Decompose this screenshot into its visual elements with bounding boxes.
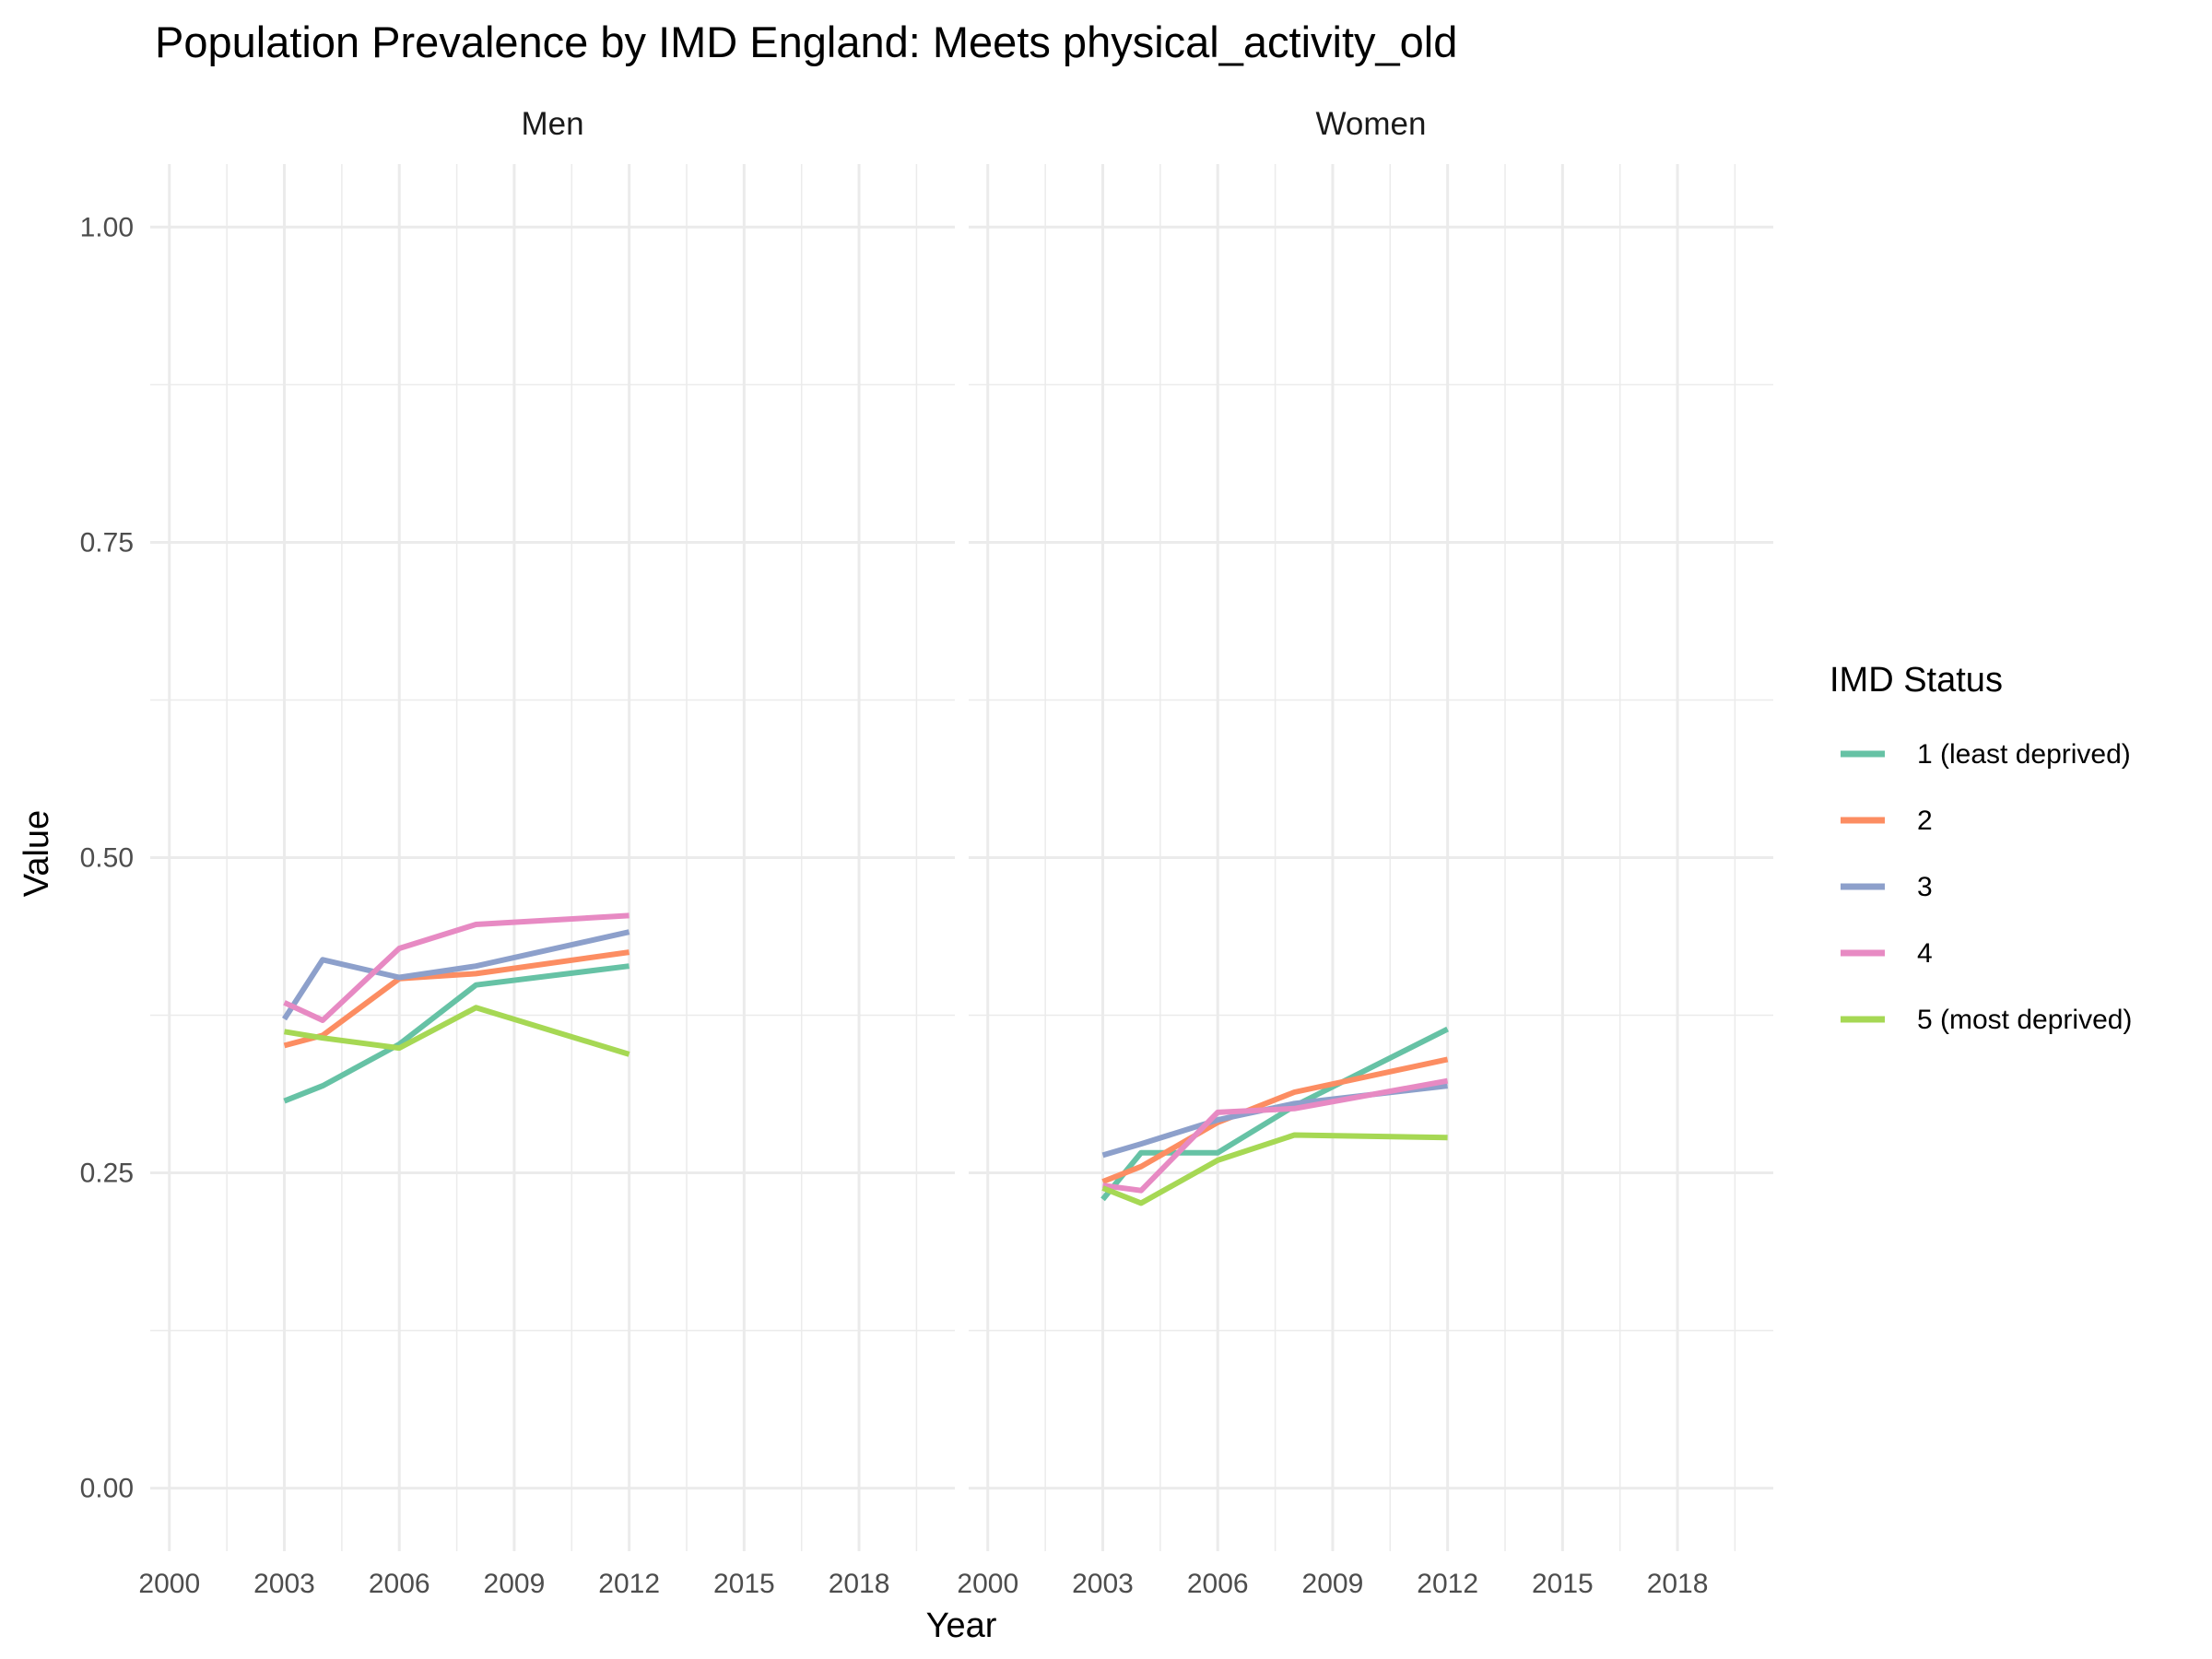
x-tick-label: 2015 <box>713 1569 775 1599</box>
legend: IMD Status 1 (least deprived) 2 3 4 5 (most … <box>1830 661 2132 1035</box>
legend-title: IMD Status <box>1830 661 2003 700</box>
panel-men: Men 2000 2003 2006 2009 2012 2015 2018 <box>138 106 955 1599</box>
y-tick-label: 0.75 <box>80 527 134 558</box>
legend-label-4: 4 <box>1917 938 1933 969</box>
y-tick-label: 0.00 <box>80 1474 134 1504</box>
legend-label-2: 2 <box>1917 806 1933 836</box>
chart-title: Population Prevalence by IMD England: Me… <box>155 18 1457 66</box>
x-tick-label: 2018 <box>1647 1569 1709 1599</box>
legend-label-3: 3 <box>1917 872 1933 902</box>
panel-women: Women 2000 2003 2006 2009 2012 2015 2018 <box>957 106 1773 1599</box>
x-tick-label: 2012 <box>1417 1569 1478 1599</box>
x-tick-label: 2012 <box>598 1569 660 1599</box>
facet-label-men: Men <box>521 106 583 142</box>
y-tick-label: 1.00 <box>80 212 134 242</box>
series-line-men-4 <box>283 912 629 1023</box>
series-line-men-5-most-deprived <box>284 1005 630 1057</box>
x-tick-label: 2003 <box>253 1569 315 1599</box>
x-tick-label: 2018 <box>829 1569 890 1599</box>
y-tick-label: 0.50 <box>80 843 134 874</box>
series-line-women-5-most-deprived <box>1101 1132 1448 1206</box>
x-tick-label: 2000 <box>957 1569 1018 1599</box>
x-tick-label: 2015 <box>1532 1569 1594 1599</box>
x-tick-label: 2006 <box>369 1569 430 1599</box>
legend-label-5-most-deprived: 5 (most deprived) <box>1917 1005 2132 1035</box>
y-axis: 0.00 0.25 0.50 0.75 1.00 <box>80 212 134 1503</box>
x-tick-label: 2003 <box>1072 1569 1134 1599</box>
y-axis-title: Value <box>18 810 56 897</box>
x-tick-label: 2009 <box>484 1569 546 1599</box>
x-axis-title: Year <box>926 1606 997 1645</box>
x-tick-label: 2006 <box>1187 1569 1249 1599</box>
x-tick-label: 2000 <box>138 1569 200 1599</box>
chart-panels: Men 2000 2003 2006 2009 2012 2015 2018 Women 2000… <box>138 106 1773 1599</box>
legend-label-1-least-deprived: 1 (least deprived) <box>1917 739 2131 770</box>
x-tick-label: 2009 <box>1302 1569 1364 1599</box>
y-tick-label: 0.25 <box>80 1159 134 1189</box>
facet-label-women: Women <box>1316 106 1427 142</box>
series-line-women-4 <box>1102 1077 1449 1194</box>
series-line-men-1-least-deprived <box>283 963 629 1104</box>
series-line-men-3 <box>281 929 630 1021</box>
